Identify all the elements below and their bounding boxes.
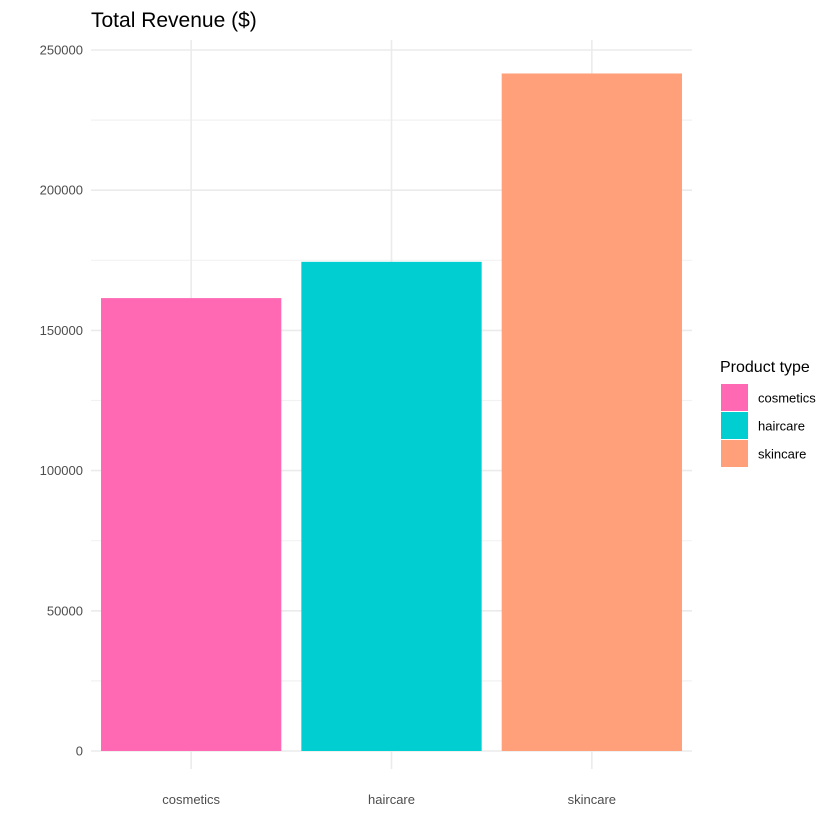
legend-label: haircare <box>758 419 805 434</box>
legend-label: skincare <box>758 447 806 462</box>
y-axis: 0 50000 100000 150000 200000 250000 <box>40 43 83 759</box>
chart-title: Total Revenue ($) <box>91 9 257 32</box>
y-tick-label: 100000 <box>40 463 83 478</box>
x-tick-label: skincare <box>568 792 616 807</box>
legend: Product type cosmetics haircare skincare <box>720 359 816 467</box>
y-tick-label: 0 <box>76 744 83 759</box>
legend-label: cosmetics <box>758 391 816 406</box>
legend-key-haircare <box>721 412 748 439</box>
x-tick-label: haircare <box>368 792 415 807</box>
bar-cosmetics <box>101 298 282 751</box>
bars <box>101 73 682 751</box>
y-tick-label: 50000 <box>47 603 83 618</box>
bar-skincare <box>501 73 682 751</box>
y-tick-label: 250000 <box>40 43 83 58</box>
bar-haircare <box>301 261 482 751</box>
x-axis: cosmetics haircare skincare <box>162 792 616 807</box>
y-tick-label: 150000 <box>40 323 83 338</box>
legend-key-skincare <box>721 440 748 467</box>
legend-key-cosmetics <box>721 384 748 411</box>
x-tick-label: cosmetics <box>162 792 220 807</box>
y-tick-label: 200000 <box>40 183 83 198</box>
legend-title: Product type <box>720 359 810 376</box>
